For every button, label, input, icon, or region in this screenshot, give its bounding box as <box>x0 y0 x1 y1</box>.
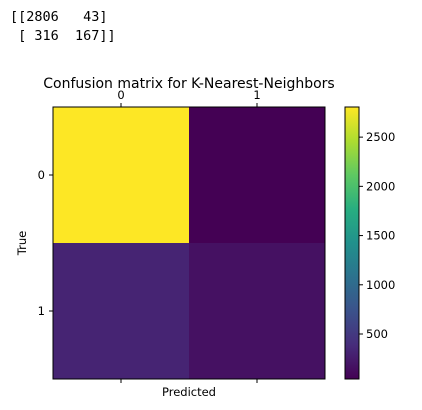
colorbar-tick-label-2500: 2500 <box>366 130 395 144</box>
heatmap-cell-1-0 <box>53 243 189 379</box>
heatmap-cell-0-0 <box>53 107 189 243</box>
heatmap-cell-0-1 <box>189 107 325 243</box>
colorbar-tick-label-1000: 1000 <box>366 278 395 292</box>
y-axis-label: True <box>15 231 29 256</box>
heatmap-cell-1-1 <box>189 243 325 379</box>
printout-line-2: [ 316 167]] <box>10 28 116 44</box>
x-axis-label: Predicted <box>162 385 216 399</box>
x-tick-label-1: 1 <box>253 88 260 102</box>
heatmap-cells <box>53 107 325 379</box>
printout-line-1: [[2806 43] <box>10 9 108 25</box>
colorbar-tick-label-1500: 1500 <box>366 229 395 243</box>
y-tick-label-0: 0 <box>38 168 45 182</box>
plot-frame <box>52 106 326 380</box>
colorbar-ticks: 500 1000 1500 2000 2500 <box>359 130 395 341</box>
colorbar <box>344 106 360 380</box>
y-ticks: 01 <box>38 168 53 318</box>
colorbar-tick-label-500: 500 <box>366 327 388 341</box>
colorbar-tick-label-2000: 2000 <box>366 179 395 193</box>
x-tick-label-0: 0 <box>117 88 124 102</box>
chart-title: Confusion matrix for K-Nearest-Neighbors <box>43 76 334 92</box>
y-tick-label-1: 1 <box>38 304 45 318</box>
matrix-printout: [[2806 43] [ 316 167]] <box>10 8 116 46</box>
